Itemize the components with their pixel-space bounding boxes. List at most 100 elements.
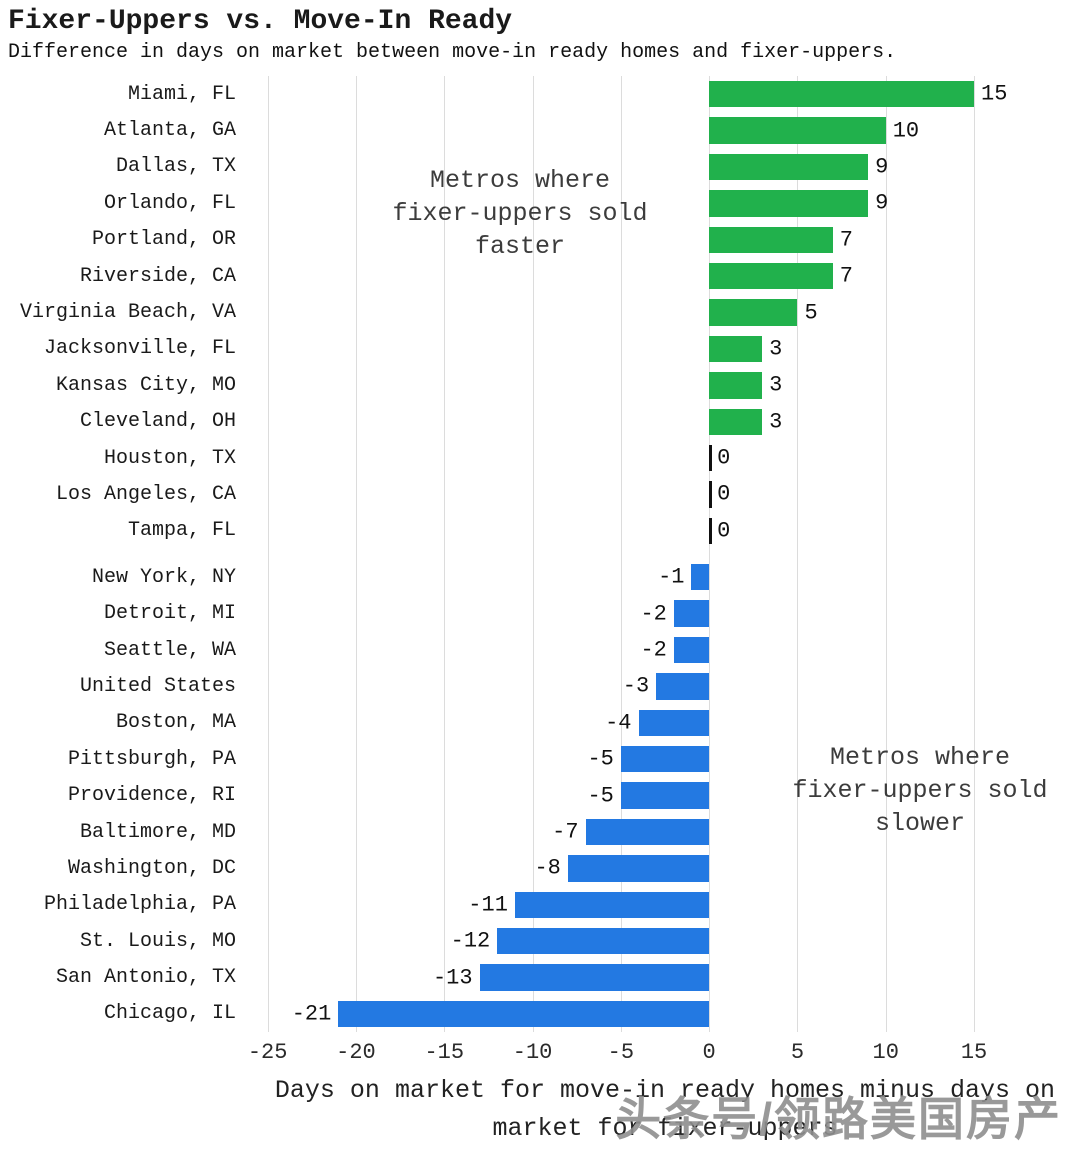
row-plot: -7	[250, 814, 1080, 850]
value-label: -2	[640, 637, 667, 663]
chart-row: Miami, FL 15	[0, 76, 1080, 112]
bar-negative	[514, 891, 710, 918]
category-label: Portland, OR	[91, 228, 236, 252]
row-plot: 0	[250, 440, 1080, 476]
chart-row: United States -3	[0, 668, 1080, 704]
value-label: 9	[875, 190, 889, 216]
chart-row: Portland, OR 7	[0, 222, 1080, 258]
row-plot: -4	[250, 705, 1080, 741]
bar-positive	[709, 81, 975, 108]
chart-row: New York, NY -1	[0, 559, 1080, 595]
category-label: Riverside, CA	[79, 264, 236, 288]
value-label: -12	[450, 928, 491, 954]
chart-row: Cleveland, OH 3	[0, 404, 1080, 440]
value-label: -11	[468, 892, 508, 918]
zero-tick	[709, 444, 713, 472]
value-label: -13	[432, 965, 473, 991]
zero-tick	[709, 481, 713, 508]
row-plot: -5	[250, 777, 1080, 813]
value-label: 7	[839, 263, 853, 289]
bar-positive	[709, 262, 833, 290]
bar-negative	[620, 782, 710, 809]
category-label: San Antonio, TX	[55, 966, 236, 990]
row-plot: 9	[250, 185, 1080, 221]
row-plot: -12	[250, 923, 1080, 959]
chart-row: Orlando, FL 9	[0, 185, 1080, 221]
chart-row: Jacksonville, FL 3	[0, 331, 1080, 367]
category-label: Tampa, FL	[127, 519, 236, 543]
x-tick-label: -25	[247, 1040, 288, 1066]
bar-positive	[709, 117, 886, 144]
chart-row: Los Angeles, CA 0	[0, 476, 1080, 512]
value-label: 0	[717, 481, 731, 507]
gridline	[709, 76, 711, 1033]
bar-negative	[620, 746, 710, 773]
annotation-faster: Metros where fixer-uppers sold faster	[392, 166, 648, 261]
gridline	[974, 76, 976, 1033]
chart-row: Detroit, MI -2	[0, 595, 1080, 631]
annotation-slower: Metros where fixer-uppers sold slower	[792, 743, 1048, 838]
category-label: Los Angeles, CA	[55, 482, 236, 506]
gridline	[797, 76, 799, 1033]
bar-negative	[638, 709, 710, 737]
value-label: 3	[769, 409, 783, 435]
x-tick-label: 15	[960, 1040, 988, 1066]
value-label: -1	[658, 564, 685, 590]
bar-positive	[709, 153, 869, 181]
bar-positive	[709, 335, 763, 363]
chart-row: Houston, TX 0	[0, 440, 1080, 476]
category-label: Baltimore, MD	[79, 820, 236, 844]
row-plot: -21	[250, 996, 1080, 1032]
value-label: -3	[622, 673, 650, 699]
category-label: Atlanta, GA	[103, 119, 236, 143]
value-label: 3	[769, 372, 783, 398]
chart-row: St. Louis, MO -12	[0, 923, 1080, 959]
watermark: 头条号/领路美国房产	[615, 1093, 1062, 1145]
chart-row: Dallas, TX 9	[0, 149, 1080, 185]
chart-area: Miami, FL 15 Atlanta, GA 10 Dallas, TX 9 Orlan…	[0, 76, 1080, 1033]
value-label: -8	[534, 855, 561, 881]
category-label: Providence, RI	[67, 784, 236, 808]
value-label: 0	[717, 518, 731, 544]
row-plot: -3	[250, 668, 1080, 704]
category-label: Seattle, WA	[103, 638, 236, 662]
category-label: Miami, FL	[127, 82, 236, 106]
chart-row: San Antonio, TX -13	[0, 959, 1080, 995]
value-label: 5	[804, 300, 818, 326]
row-plot: 7	[250, 258, 1080, 294]
bar-negative	[479, 964, 710, 991]
x-tick-label: 10	[872, 1040, 899, 1066]
x-axis: -25 -20 -15 -10 -5 0 5 10 15	[247, 1032, 1080, 1070]
chart-row: Washington, DC -8	[0, 850, 1080, 886]
gridlines	[250, 76, 1080, 1033]
chart-row: Chicago, IL -21	[0, 996, 1080, 1032]
chart-row: Tampa, FL 0	[0, 513, 1080, 549]
bar-negative	[656, 673, 710, 700]
value-label: -2	[640, 601, 667, 627]
row-plot: -2	[250, 632, 1080, 668]
category-label: Houston, TX	[103, 446, 236, 470]
gridline	[355, 76, 357, 1033]
chart-row: Baltimore, MD -7	[0, 814, 1080, 850]
bar-negative	[673, 636, 710, 664]
row-plot: 3	[250, 331, 1080, 367]
x-tick-label: -10	[512, 1040, 553, 1066]
row-plot: 7	[250, 222, 1080, 258]
value-label: -7	[552, 819, 579, 845]
row-plot: 3	[250, 404, 1080, 440]
row-plot: -1	[250, 559, 1080, 595]
chart-row: Virginia Beach, VA 5	[0, 294, 1080, 330]
row-plot: 15	[250, 76, 1080, 112]
category-label: St. Louis, MO	[79, 929, 236, 953]
category-label: Kansas City, MO	[55, 373, 236, 397]
row-plot: -5	[250, 741, 1080, 777]
value-label: 7	[839, 227, 853, 253]
chart-row: Philadelphia, PA -11	[0, 887, 1080, 923]
chart-title: Fixer-Uppers vs. Move-In Ready	[8, 6, 513, 37]
row-plot: 0	[250, 513, 1080, 549]
category-label: Dallas, TX	[115, 155, 236, 179]
chart-row: Riverside, CA 7	[0, 258, 1080, 294]
x-tick-label: -20	[336, 1040, 376, 1066]
value-label: 3	[769, 336, 783, 362]
bar-negative	[585, 818, 710, 846]
